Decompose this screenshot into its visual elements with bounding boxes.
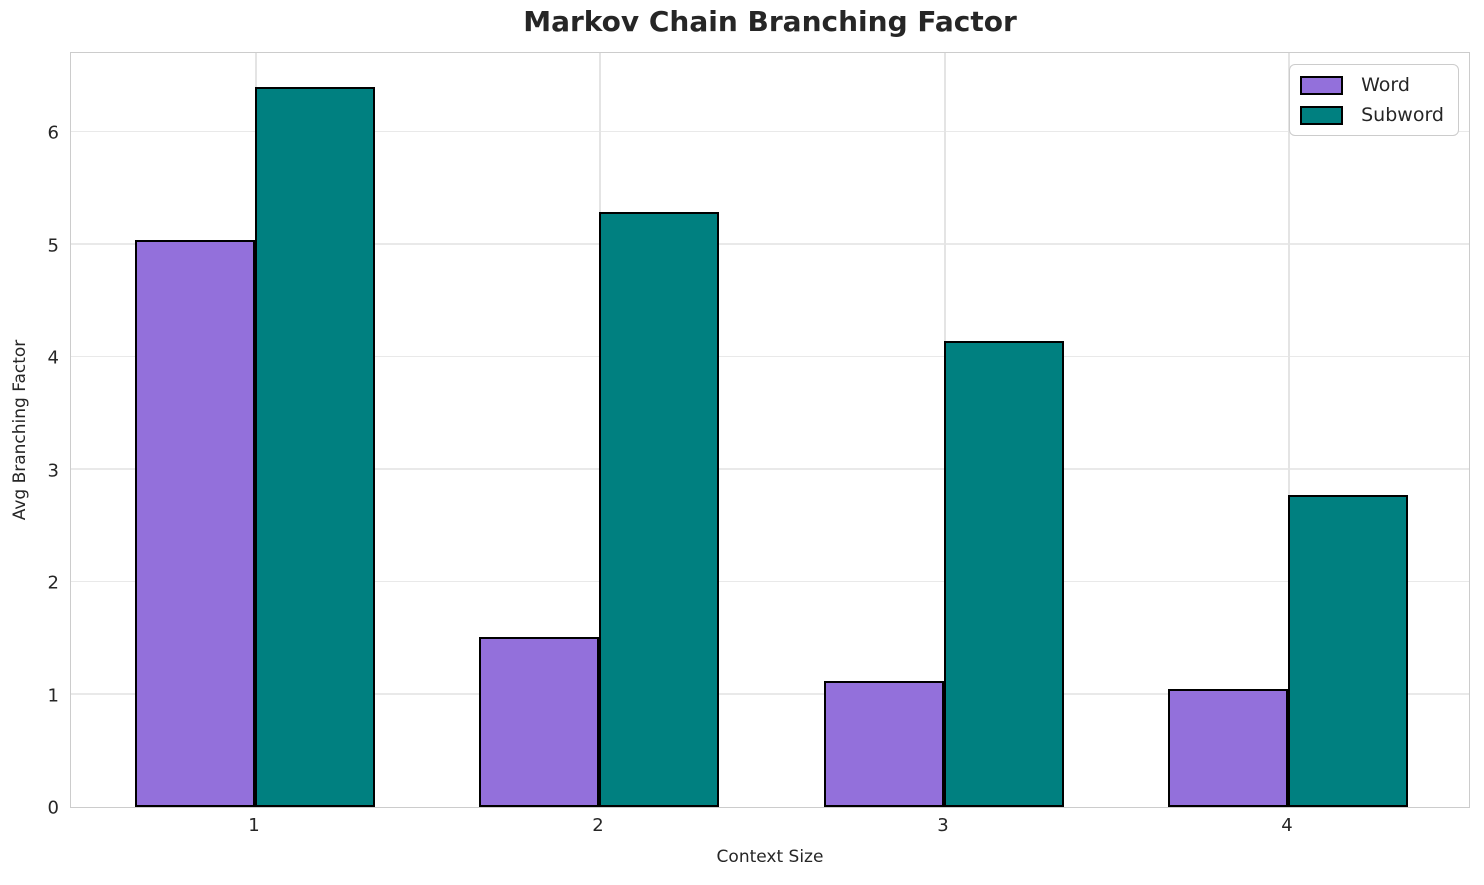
legend: Word Subword [1289,64,1459,136]
gridline-y-3 [71,468,1469,470]
x-tick-2: 2 [592,815,604,836]
chart-title: Markov Chain Branching Factor [523,5,1017,38]
bar-word-context-1 [135,240,255,807]
bar-word-context-2 [479,637,599,807]
gridline-y-2 [71,580,1469,582]
legend-swatch-word [1300,75,1344,95]
gridline-y-5 [71,243,1469,245]
x-tick-4: 4 [1281,815,1293,836]
gridline-y-6 [71,130,1469,132]
bar-subword-context-3 [944,341,1064,807]
bar-subword-context-1 [255,87,375,807]
x-axis-label: Context Size [716,847,824,867]
y-tick-2: 2 [47,572,59,594]
legend-label-subword: Subword [1361,104,1444,126]
legend-item-word: Word [1300,74,1444,96]
plot-area: Word Subword [70,52,1470,808]
y-tick-3: 3 [47,460,59,481]
bar-subword-context-2 [599,211,719,807]
x-tick-3: 3 [937,815,949,836]
legend-swatch-subword [1300,105,1344,125]
x-tick-1: 1 [248,815,260,836]
bar-word-context-4 [1168,688,1288,807]
y-tick-5: 5 [47,235,59,256]
y-tick-1: 1 [47,685,59,706]
legend-label-word: Word [1361,74,1410,96]
bar-word-context-3 [824,681,944,807]
y-tick-4: 4 [47,347,59,369]
gridline-y-4 [71,355,1469,357]
y-tick-6: 6 [47,122,59,144]
legend-item-subword: Subword [1300,104,1444,126]
y-tick-0: 0 [47,797,59,819]
bar-subword-context-4 [1288,495,1408,807]
gridline-y-1 [71,693,1469,695]
gridline-x-4 [1288,53,1290,807]
